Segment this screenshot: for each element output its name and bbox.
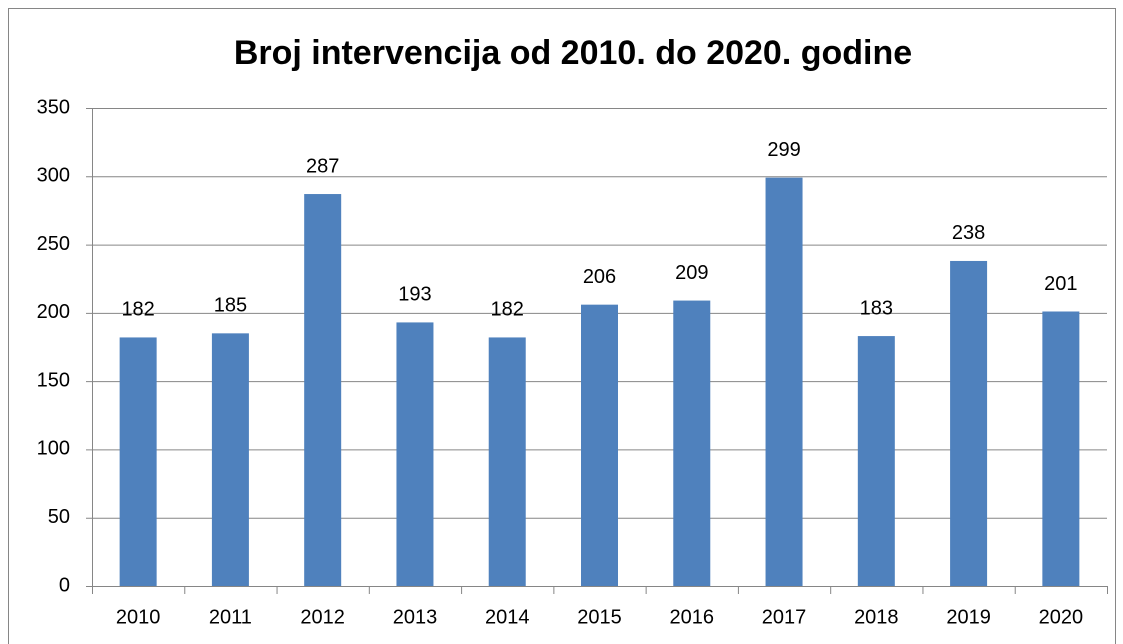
bar — [765, 177, 803, 586]
value-label: 185 — [214, 295, 247, 317]
y-tick-label: 300 — [37, 165, 70, 187]
bar — [950, 260, 988, 586]
value-label: 182 — [121, 299, 154, 321]
x-tick-label: 2014 — [485, 606, 530, 628]
value-label: 209 — [675, 262, 708, 284]
x-tick-label: 2017 — [762, 606, 807, 628]
bar — [211, 333, 249, 586]
value-label: 183 — [860, 297, 893, 319]
x-tick-label: 2019 — [946, 606, 991, 628]
y-tick-label: 100 — [37, 438, 70, 460]
y-tick-label: 50 — [48, 506, 70, 528]
x-tick-label: 2013 — [393, 606, 438, 628]
bar — [119, 337, 157, 586]
x-tick-label: 2020 — [1039, 606, 1084, 628]
y-tick-label: 200 — [37, 301, 70, 323]
value-label: 193 — [398, 284, 431, 306]
x-tick-label: 2011 — [209, 606, 252, 628]
x-tick-label: 2012 — [300, 606, 345, 628]
chart-border — [8, 8, 1116, 644]
value-label: 206 — [583, 266, 616, 288]
value-label: 287 — [306, 155, 339, 177]
bar — [488, 337, 526, 586]
bar — [1042, 311, 1080, 586]
x-tick-label: 2010 — [116, 606, 161, 628]
y-tick-label: 150 — [37, 369, 70, 391]
x-tick-label: 2018 — [854, 606, 899, 628]
bar — [304, 194, 342, 587]
value-label: 201 — [1044, 273, 1077, 295]
value-label: 238 — [952, 222, 985, 244]
x-tick-label: 2016 — [670, 606, 715, 628]
x-tick-label: 2015 — [577, 606, 622, 628]
y-tick-label: 250 — [37, 233, 70, 255]
value-label: 299 — [767, 139, 800, 161]
bar — [396, 322, 434, 586]
chart-title: Broj intervencija od 2010. do 2020. godi… — [234, 34, 912, 72]
y-tick-label: 0 — [59, 574, 70, 596]
bar — [581, 304, 618, 586]
bar — [857, 336, 895, 586]
y-tick-label: 350 — [37, 96, 70, 118]
bar — [673, 300, 711, 586]
value-label: 182 — [491, 299, 524, 321]
